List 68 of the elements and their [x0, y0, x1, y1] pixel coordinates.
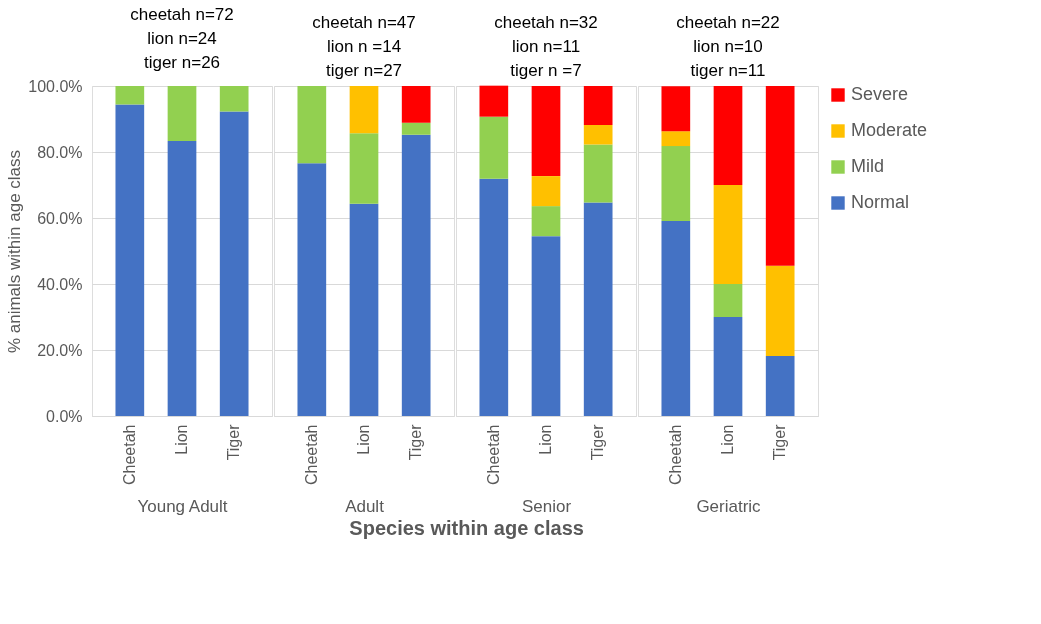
bar: [349, 86, 379, 134]
y-tick-label: 20.0%: [37, 341, 83, 359]
bar: [661, 131, 691, 147]
chart-title: cheetah n=22 lion n=10 tiger n=11: [676, 13, 780, 80]
bar: [765, 355, 795, 416]
x-axis-title: Adult: [345, 496, 385, 516]
x-tick-label: Cheetah: [302, 424, 320, 485]
bar: [713, 317, 743, 416]
bar: [531, 86, 561, 177]
legend-label: Moderate: [851, 120, 928, 140]
legend-label: Mild: [851, 156, 885, 176]
bar: [531, 176, 561, 207]
bar: [401, 86, 431, 123]
y-tick-label: 60.0%: [37, 209, 83, 227]
y-tick-label: 40.0%: [37, 275, 83, 293]
bar: [713, 284, 743, 317]
x-tick-label: Tiger: [771, 423, 789, 461]
bar: [219, 86, 249, 112]
bar: [167, 86, 197, 142]
x-tick-label: Lion: [355, 424, 372, 455]
bar: [713, 86, 743, 185]
bar: [167, 141, 197, 416]
y-tick-label: 0.0%: [46, 407, 83, 425]
y-tick-label: 100.0%: [28, 77, 83, 95]
x-tick-label: Lion: [173, 424, 190, 455]
x-tick-label: Cheetah: [120, 424, 138, 485]
x-tick-label: Cheetah: [484, 424, 502, 485]
bar: [765, 86, 795, 266]
x-tick-label: Tiger: [589, 423, 607, 461]
bar: [661, 86, 691, 132]
bar: [297, 163, 327, 416]
legend-label: Normal: [851, 192, 910, 212]
bar: [479, 116, 509, 179]
bar: [583, 86, 613, 125]
chart-title: cheetah n=72 lion n=24 tiger n=26: [130, 5, 234, 72]
text: Species within age class: [349, 516, 584, 539]
bar: [115, 86, 145, 105]
bar: [531, 236, 561, 416]
y-tick-label: 80.0%: [37, 143, 83, 161]
x-axis-title: Geriatric: [696, 496, 762, 516]
bar: [349, 133, 379, 204]
bar: [765, 265, 795, 356]
x-tick-label: Tiger: [407, 423, 425, 461]
x-tick-label: Tiger: [225, 423, 243, 461]
bar: [531, 206, 561, 237]
bar: [713, 185, 743, 284]
chart-title: cheetah n=47 lion n =14 tiger n=27: [312, 13, 416, 80]
bar: [661, 146, 691, 221]
bar: [297, 86, 327, 164]
bar: [583, 202, 613, 416]
bar: [479, 85, 509, 117]
y-axis-title: % animals within age class: [5, 149, 25, 354]
bar: [479, 178, 509, 416]
bar: [115, 104, 145, 416]
bar: [583, 124, 613, 145]
bar: [349, 203, 379, 416]
bar: [661, 220, 691, 416]
chart-title: cheetah n=32 lion n=11 tiger n =7: [494, 12, 598, 80]
bar: [583, 144, 613, 203]
bar: [401, 122, 431, 135]
x-axis-title: Young Adult: [137, 496, 228, 516]
legend-label: Severe: [851, 84, 909, 104]
x-tick-label: Cheetah: [666, 424, 684, 485]
x-tick-label: Lion: [537, 424, 554, 455]
bar: [219, 111, 249, 416]
bar: [401, 134, 431, 416]
x-axis-title: Senior: [521, 496, 572, 516]
x-tick-label: Lion: [719, 424, 736, 455]
